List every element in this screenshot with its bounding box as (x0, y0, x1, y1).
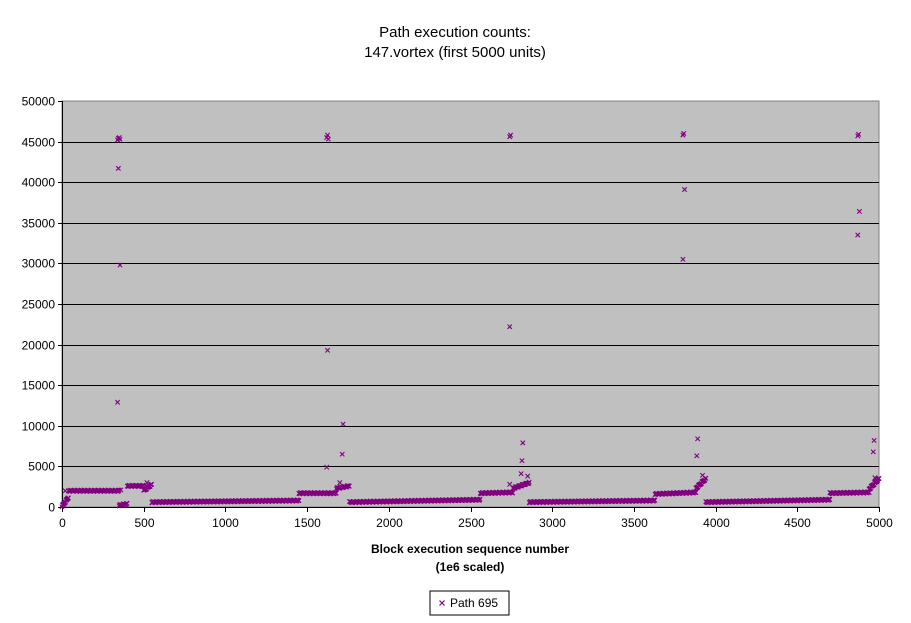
data-point (148, 481, 155, 487)
data-point (324, 347, 331, 353)
data-point (510, 490, 516, 496)
data-point (526, 480, 532, 487)
data-point (333, 490, 339, 496)
data-point (296, 498, 302, 504)
data-point (346, 483, 352, 489)
data-point (507, 132, 514, 138)
grid-layer (62, 142, 879, 467)
data-point (519, 458, 525, 464)
data-point (340, 421, 346, 427)
legend-marker (439, 600, 445, 606)
data-point (520, 440, 526, 446)
legend-marker-x (439, 600, 445, 606)
y-tick-label: 0 (48, 501, 55, 515)
data-point (699, 472, 706, 478)
data-point (680, 256, 686, 262)
y-tick-label: 40000 (22, 176, 56, 190)
y-tick-label: 35000 (22, 217, 56, 231)
data-point (337, 480, 343, 486)
data-point (325, 136, 331, 142)
x-tick-label: 1500 (294, 516, 321, 530)
data-point (144, 480, 150, 486)
legend-box (429, 590, 510, 616)
data-point (62, 488, 68, 494)
data-point (115, 165, 121, 171)
data-point (652, 497, 658, 503)
y-tick-label: 15000 (22, 379, 56, 393)
series-path-695-markers (59, 130, 882, 510)
chart-subtitle: 147.vortex (first 5000 units) (364, 44, 546, 61)
data-point (856, 208, 862, 215)
data-point (871, 437, 877, 444)
x-tick-label: 5000 (866, 516, 893, 530)
data-point (65, 495, 71, 501)
x-tick-label: 0 (59, 516, 66, 530)
x-tick-label: 1000 (212, 516, 239, 530)
data-point (339, 451, 345, 457)
y-axis: 0 5000 10000 15000 20000 25000 30000 35000 40000… (22, 95, 63, 515)
y-tick-label: 10000 (22, 420, 56, 434)
x-tick-label: 500 (134, 516, 154, 530)
data-point (118, 487, 124, 493)
data-point (526, 479, 532, 485)
data-point (117, 136, 123, 142)
legend-label: Path 695 (450, 596, 498, 610)
data-point (681, 130, 687, 137)
y-tick-label: 30000 (22, 257, 56, 271)
data-point (507, 324, 513, 330)
data-point (114, 399, 121, 405)
data-point (874, 477, 880, 483)
x-tick-label: 2000 (376, 516, 403, 530)
y-tick-label: 5000 (28, 460, 55, 474)
legend: Path 695 (429, 590, 510, 616)
data-point (870, 449, 876, 455)
data-point (324, 464, 330, 470)
data-point (855, 232, 861, 238)
data-point (681, 186, 688, 193)
data-point (855, 131, 862, 137)
data-point (477, 496, 483, 502)
chart-title: Path execution counts: (379, 24, 531, 41)
x-axis: 0 500 1000 1500 2000 2500 3000 3500 4000 4500 5000 (59, 507, 893, 530)
data-point (525, 473, 531, 479)
x-tick-label: 3000 (539, 516, 566, 530)
data-point (507, 481, 513, 487)
x-tick-label: 2500 (458, 516, 485, 530)
y-tick-label: 25000 (22, 298, 56, 312)
data-point (827, 496, 833, 503)
y-tick-label: 50000 (22, 95, 56, 109)
data-point (124, 500, 130, 506)
y-tick-label: 45000 (22, 136, 56, 150)
data-point (693, 490, 699, 496)
x-tick-label: 4500 (784, 516, 811, 530)
y-tick-label: 20000 (22, 339, 56, 353)
data-point (117, 262, 123, 268)
x-tick-label: 4000 (703, 516, 730, 530)
data-point (518, 471, 524, 477)
x-axis-label: Block execution sequence number (371, 542, 569, 556)
x-tick-label: 3500 (621, 516, 648, 530)
data-point (695, 436, 701, 442)
x-axis-label-line2: (1e6 scaled) (436, 560, 505, 574)
data-point (324, 132, 331, 138)
data-point (694, 453, 700, 459)
